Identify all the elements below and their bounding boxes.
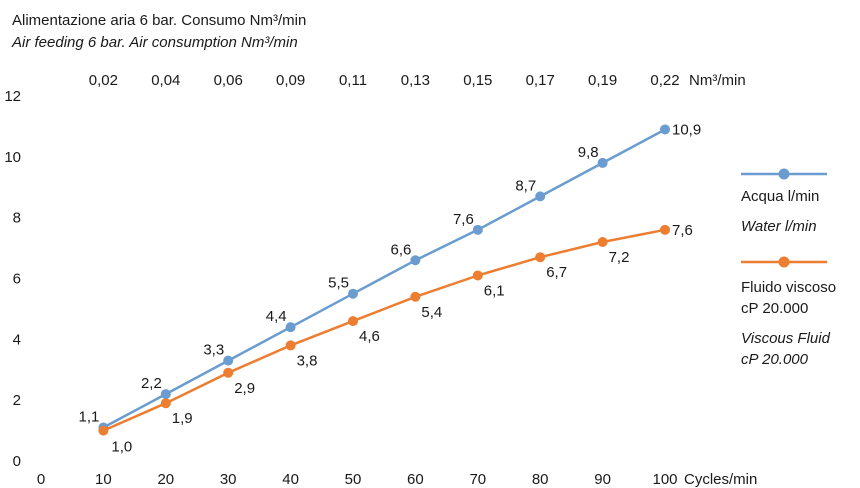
- data-label: 6,7: [546, 264, 567, 281]
- top-tick-label: 0,13: [401, 72, 430, 89]
- x-tick-label: 100: [652, 471, 677, 488]
- legend-marker-water: [778, 168, 790, 180]
- series-line-viscous: [102, 228, 666, 432]
- legend-label-viscous-alt: Viscous Fluid: [741, 330, 831, 347]
- data-label: 5,5: [328, 275, 349, 292]
- data-point: [660, 124, 670, 135]
- data-point: [160, 389, 171, 400]
- top-axis: 0,02 0,04 0,06 0,09 0,11 0,13 0,15 0,17 0,19 0,22…: [89, 72, 746, 89]
- data-label: 6,6: [391, 241, 412, 258]
- data-label: 4,6: [359, 328, 380, 345]
- data-point: [535, 191, 546, 202]
- y-tick-label: 0: [13, 453, 21, 470]
- y-tick-label: 6: [13, 271, 21, 288]
- data-point: [660, 224, 670, 235]
- x-tick-label: 10: [95, 471, 112, 488]
- x-tick-label: 30: [220, 471, 237, 488]
- data-label: 1,1: [79, 409, 100, 426]
- x-axis: 0 10 20 30 40 50 60 70 80 90 100 Cycles/min: [37, 471, 758, 488]
- y-tick-label: 2: [13, 392, 21, 409]
- data-point: [223, 367, 234, 378]
- top-tick-label: 0,06: [214, 72, 243, 89]
- data-point: [348, 288, 358, 299]
- legend-marker-viscous: [778, 256, 790, 268]
- x-tick-label: 0: [37, 471, 45, 488]
- x-tick-label: 40: [282, 471, 299, 488]
- y-axis: 0 2 4 6 8 10 12: [4, 88, 21, 470]
- top-tick-label: 0,17: [526, 72, 555, 89]
- data-point: [410, 291, 421, 302]
- data-label: 1,9: [172, 410, 193, 427]
- data-label: 3,3: [203, 342, 224, 359]
- data-point: [285, 322, 296, 333]
- top-tick-label: 0,09: [276, 72, 305, 89]
- x-tick-label: 50: [345, 471, 362, 488]
- data-label: 7,6: [453, 211, 474, 228]
- top-tick-label: 0,04: [151, 72, 180, 89]
- data-point: [597, 237, 608, 247]
- x-axis-unit-label: Cycles/min: [684, 471, 757, 488]
- data-point: [98, 425, 109, 436]
- y-tick-label: 8: [13, 210, 21, 227]
- data-label: 1,0: [111, 439, 132, 456]
- chart-subtitle: Air feeding 6 bar. Air consumption Nm³/m…: [11, 34, 298, 51]
- data-point: [223, 355, 234, 366]
- top-tick-label: 0,15: [463, 72, 492, 89]
- x-tick-label: 70: [469, 471, 486, 488]
- legend: Acqua l/min Water l/min Fluido viscoso c…: [741, 168, 836, 368]
- top-axis-unit-label: Nm³/min: [689, 72, 746, 89]
- data-label: 9,8: [578, 144, 599, 161]
- legend-label-water-alt: Water l/min: [741, 218, 817, 235]
- data-point: [472, 270, 483, 281]
- chart-title: Alimentazione aria 6 bar. Consumo Nm³/mi…: [12, 12, 306, 29]
- top-tick-label: 0,22: [650, 72, 679, 89]
- series-line-water: [102, 128, 666, 429]
- data-label: 6,1: [484, 282, 505, 299]
- y-tick-label: 4: [13, 331, 21, 348]
- x-tick-label: 20: [157, 471, 174, 488]
- data-label: 7,6: [672, 222, 693, 239]
- data-point: [348, 316, 358, 327]
- legend-label-viscous-cp: cP 20.000: [741, 300, 808, 317]
- y-tick-label: 10: [4, 149, 21, 166]
- top-tick-label: 0,02: [89, 72, 118, 89]
- x-tick-label: 60: [407, 471, 424, 488]
- legend-label-water: Acqua l/min: [741, 188, 819, 205]
- data-label: 10,9: [672, 121, 701, 138]
- data-point: [597, 157, 608, 168]
- y-tick-label: 12: [4, 88, 21, 105]
- x-tick-label: 90: [594, 471, 611, 488]
- data-label: 5,4: [421, 304, 442, 321]
- data-label: 8,7: [515, 177, 536, 194]
- data-point: [410, 255, 421, 266]
- top-tick-label: 0,19: [588, 72, 617, 89]
- data-label: 2,9: [234, 380, 255, 397]
- data-label: 4,4: [266, 308, 287, 325]
- data-label: 3,8: [297, 352, 318, 369]
- top-tick-label: 0,11: [339, 72, 367, 89]
- legend-label-viscous: Fluido viscoso: [741, 279, 836, 296]
- data-label: 7,2: [609, 249, 630, 266]
- data-point: [160, 398, 171, 409]
- legend-label-viscous-alt-cp: cP 20.000: [741, 351, 809, 368]
- data-point: [285, 340, 296, 351]
- series-layer: 1,1 2,2 3,3 4,4 5,5 6,6 7,6 8,7 9,8 10,9 1,0 1,9 2,9…: [79, 121, 702, 455]
- data-point: [472, 224, 483, 235]
- data-point: [535, 252, 546, 263]
- data-label: 2,2: [141, 375, 162, 392]
- x-tick-label: 80: [532, 471, 549, 488]
